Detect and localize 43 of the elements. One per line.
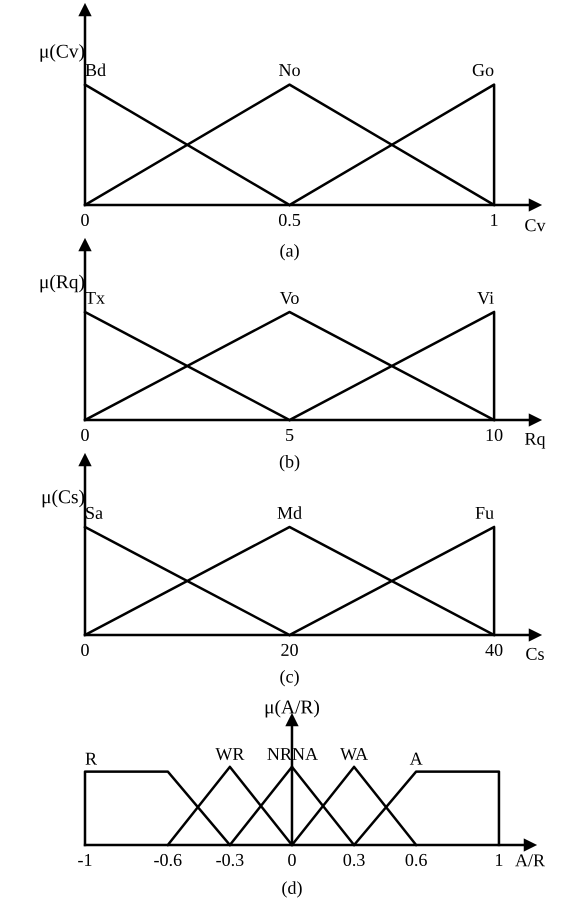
text: (d)	[282, 881, 302, 898]
x-tick-label: 20	[281, 644, 298, 656]
x-tick-label: 0	[288, 854, 296, 866]
series-label: Fu	[476, 506, 494, 519]
x-tick-label: 0	[81, 428, 89, 442]
y-axis-title: μ(A/R)	[266, 700, 320, 718]
y-axis-title: μ(Cv)	[40, 44, 84, 62]
series-label: Md	[278, 506, 302, 519]
text: (b)	[280, 455, 300, 472]
text: (c)	[280, 670, 299, 686]
series-label: Sa	[86, 506, 103, 519]
series-label: A	[410, 752, 423, 765]
series-label: Go	[472, 64, 494, 76]
x-axis-title: Cv	[525, 219, 546, 232]
series-label: R	[86, 752, 98, 765]
x-tick-label: 1	[491, 214, 498, 226]
x-tick-label: 0	[81, 214, 89, 226]
x-axis-title: Cs	[526, 648, 544, 660]
y-axis-title: μ(Rq)	[40, 274, 84, 292]
x-axis-title: A/R	[515, 854, 546, 866]
series-label: NA	[292, 748, 318, 760]
series-label: No	[279, 64, 300, 76]
x-tick-label: -0.6	[154, 854, 182, 866]
x-tick-label: -0.3	[216, 854, 244, 866]
series-label: Tx	[85, 292, 105, 304]
series-label: Bd	[86, 63, 106, 76]
x-tick-label: 0.6	[406, 854, 427, 866]
x-tick-label: 0.5	[278, 214, 300, 226]
x-tick-label: 5	[286, 429, 294, 442]
x-tick-label: 0	[81, 644, 89, 656]
text: (a)	[280, 244, 299, 260]
x-tick-label: 40	[485, 644, 502, 656]
series-label: WA	[340, 748, 368, 760]
series-label: WR	[215, 748, 244, 760]
x-tick-label: -1	[78, 854, 92, 866]
x-axis-title: Rq	[524, 432, 546, 449]
x-tick-label: 0.3	[343, 854, 365, 866]
series-label: Vo	[280, 292, 299, 304]
y-axis-title: μ(Cs)	[42, 490, 84, 508]
x-tick-label: 1	[496, 854, 502, 866]
series-label: Vi	[477, 292, 494, 304]
series-label: NR	[267, 748, 292, 760]
x-tick-label: 10	[486, 428, 502, 442]
